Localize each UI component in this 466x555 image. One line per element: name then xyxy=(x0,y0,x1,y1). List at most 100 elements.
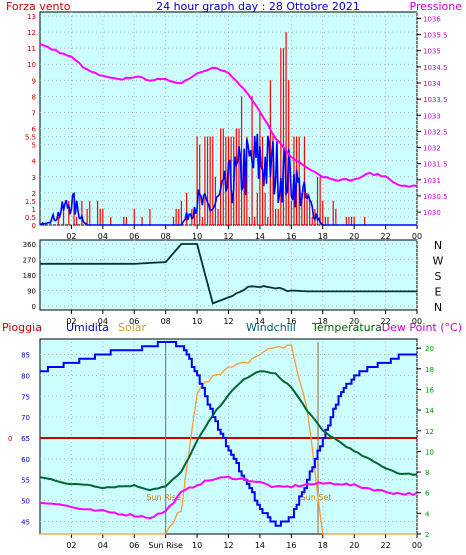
tick-label-x-11: 00 xyxy=(412,317,422,326)
tick-label-x-5: 12 xyxy=(223,317,233,326)
dir-tick-label-3: 90 xyxy=(27,288,36,296)
wind-tick-label-6: 4 xyxy=(32,158,37,166)
tick-label-x-2: 06 xyxy=(129,317,139,326)
tick-label-x-4: 10 xyxy=(192,232,202,241)
tick-label-x-7: 16 xyxy=(286,317,296,326)
atmosphere-panel-background xyxy=(39,338,418,535)
tick-label-x-7: 16 xyxy=(286,541,296,550)
pressure-tick-label-0: 1030 xyxy=(423,209,441,217)
humidity-line xyxy=(40,341,417,527)
tick-label-x-6: 14 xyxy=(255,317,265,326)
wind-tick-label-10: 7 xyxy=(32,109,36,117)
wind-tick-label-4: 2 xyxy=(32,190,36,198)
tick-label-x-9: 20 xyxy=(349,232,359,241)
humidity-tick-label-4: 65 xyxy=(21,435,30,443)
tick-label-x-7: 16 xyxy=(286,232,296,241)
gust-line xyxy=(39,133,417,226)
legend-pioggia: Pioggia xyxy=(2,321,42,334)
tick-label-x-10: 22 xyxy=(380,317,390,326)
humidity-tick-label-6: 75 xyxy=(21,393,30,401)
tick-label-x-2: 06 xyxy=(129,232,139,241)
tick-label-x-6: 14 xyxy=(255,541,265,550)
tick-label-x-0: 02 xyxy=(66,232,76,241)
wind-tick-label-2: 1 xyxy=(32,206,36,214)
pressure-tick-label-2: 1031 xyxy=(423,177,441,185)
tick-label-x-0: 02 xyxy=(66,317,76,326)
tick-label-x-6: 14 xyxy=(255,232,265,241)
humidity-tick-label-3: 60 xyxy=(21,456,30,464)
pressure-line xyxy=(39,43,418,188)
wind-tick-label-5: 3 xyxy=(32,174,36,182)
compass-label-4: N xyxy=(434,301,442,314)
solar-line xyxy=(40,344,417,535)
humidity-tick-label-7: 80 xyxy=(21,372,30,380)
wind-tick-label-0: 0 xyxy=(32,222,36,230)
pressure-tick-label-6: 1033 xyxy=(423,112,441,120)
tick-label-x-11: 00 xyxy=(412,541,422,550)
tick-label-x-1: 04 xyxy=(98,317,108,326)
sunset-annotation: Sun Set xyxy=(301,493,332,502)
chart-title: 24 hour graph day : 28 Ottobre 2021 xyxy=(156,0,360,13)
wind-tick-label-9: 6 xyxy=(32,126,37,134)
temp-tick-label-4: 10 xyxy=(425,448,434,456)
pressure-tick-label-12: 1036 xyxy=(423,15,441,23)
compass-label-3: E xyxy=(435,286,442,299)
wind-tick-label-3: 1.5 xyxy=(25,198,36,206)
humidity-tick-label-2: 55 xyxy=(21,477,30,485)
legend-windchill: Windchill xyxy=(246,321,296,334)
tick-label-x-10: 22 xyxy=(380,541,390,550)
pressure-tick-label-5: 1032.5 xyxy=(423,128,448,136)
legend-umidita: Umidita xyxy=(66,321,109,334)
temp-tick-label-1: 4 xyxy=(425,510,430,518)
tick-label-x-8: 18 xyxy=(318,317,328,326)
dir-tick-label-2: 180 xyxy=(23,272,36,280)
tick-label-x-3: 08 xyxy=(161,232,171,241)
wind-tick-label-1: 0.5 xyxy=(25,214,36,222)
tick-label-x-3: Sun Rise xyxy=(148,541,183,550)
dir-tick-label-4: 0 xyxy=(32,303,36,311)
tick-label-x-11: 00 xyxy=(412,232,422,241)
compass-label-1: W xyxy=(433,255,444,268)
wind-tick-label-11: 8 xyxy=(32,93,36,101)
wind-tick-label-13: 10 xyxy=(27,61,36,69)
temp-tick-label-2: 6 xyxy=(425,490,430,498)
legend-temperatura: Temperatura xyxy=(311,321,382,334)
tick-label-x-5: 12 xyxy=(223,541,233,550)
tick-label-x-9: 20 xyxy=(349,541,359,550)
pressure-tick-label-10: 1035 xyxy=(423,48,441,56)
wind-tick-label-7: 5 xyxy=(32,142,36,150)
temp-tick-label-0: 2 xyxy=(425,531,429,539)
tick-label-x-0: 02 xyxy=(66,541,76,550)
sunrise-annotation: Sun Rise xyxy=(146,493,181,502)
compass-label-0: N xyxy=(434,239,442,252)
humidity-tick-label-8: 85 xyxy=(21,352,30,360)
tick-label-x-3: 08 xyxy=(161,317,171,326)
temp-tick-label-6: 14 xyxy=(425,407,434,415)
tick-label-x-4: 10 xyxy=(192,541,202,550)
rain-zero-label: 0 xyxy=(8,435,12,443)
wind-tick-label-14: 11 xyxy=(27,45,36,53)
pressure-tick-label-4: 1032 xyxy=(423,145,441,153)
pressure-axis-title: Pressione xyxy=(410,0,463,13)
direction-line xyxy=(40,243,417,305)
compass-label-2: S xyxy=(435,270,442,283)
pressure-tick-label-8: 1034 xyxy=(423,80,441,88)
tick-label-x-8: 18 xyxy=(318,232,328,241)
tick-label-x-9: 20 xyxy=(349,317,359,326)
temperature-line xyxy=(39,370,418,492)
tick-label-x-1: 04 xyxy=(98,541,108,550)
tick-label-x-2: 06 xyxy=(129,541,139,550)
dir-tick-label-0: 360 xyxy=(23,241,36,249)
pressure-tick-label-9: 1034.5 xyxy=(423,64,448,72)
wind-tick-label-12: 9 xyxy=(32,77,36,85)
wind-tick-label-15: 12 xyxy=(27,29,36,37)
tick-label-x-5: 12 xyxy=(223,232,233,241)
wind-panel-marks: 00.511.52 3 4 55.56 7 8 9 10 11 12 13 1030 1030.5 103… xyxy=(25,12,448,241)
temp-tick-label-3: 8 xyxy=(425,469,429,477)
dir-tick-label-1: 270 xyxy=(23,257,36,265)
tick-label-x-4: 10 xyxy=(192,317,202,326)
tick-label-x-10: 22 xyxy=(380,232,390,241)
